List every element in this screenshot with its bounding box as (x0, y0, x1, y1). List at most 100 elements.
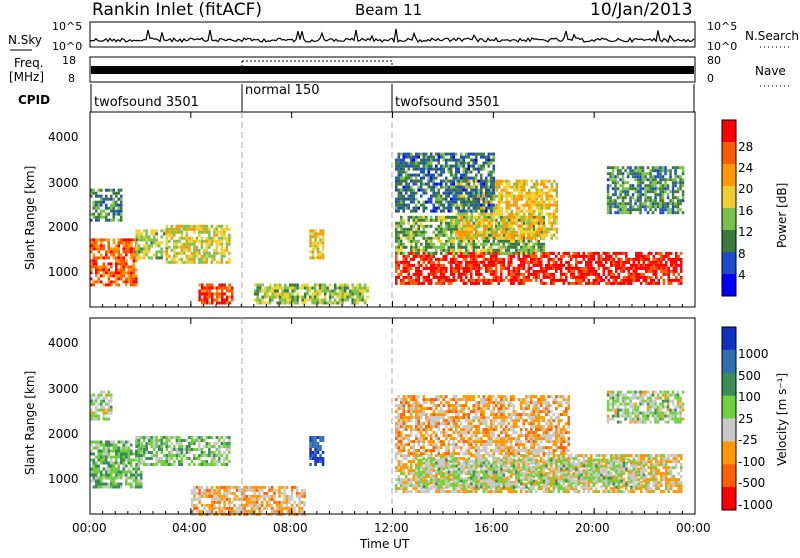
heatmap-cell (500, 245, 503, 249)
heatmap-cell (405, 185, 408, 189)
heatmap-cell (157, 241, 161, 245)
heatmap-cell (198, 497, 201, 501)
heatmap-cell (674, 202, 677, 206)
heatmap-cell (100, 399, 103, 403)
heatmap-cell (155, 229, 158, 233)
heatmap-cell (132, 274, 135, 278)
heatmap-cell (319, 241, 322, 245)
heatmap-cell (250, 506, 254, 510)
heatmap-cell (397, 179, 400, 183)
heatmap-cell (395, 197, 398, 201)
heatmap-cell (482, 263, 485, 267)
power-colorbar-label: Power [dB] (775, 183, 789, 248)
heatmap-cell (190, 503, 194, 507)
heatmap-cell (397, 182, 400, 186)
heatmap-cell (295, 494, 299, 498)
heatmap-cell (437, 158, 440, 162)
heatmap-cell (100, 402, 103, 406)
heatmap-cell (188, 245, 191, 249)
heatmap-cell (528, 194, 531, 198)
heatmap-cell (612, 278, 615, 282)
heatmap-cell (100, 238, 103, 242)
heatmap-cell (420, 188, 423, 192)
heatmap-cell (125, 241, 128, 245)
heatmap-cell (636, 187, 640, 191)
heatmap-cell (115, 461, 118, 465)
heatmap-cell (611, 205, 615, 209)
heatmap-cell (485, 191, 488, 195)
heatmap-cell (137, 467, 140, 471)
heatmap-cell (112, 449, 115, 453)
heatmap-cell (147, 238, 151, 242)
heatmap-cell (125, 244, 128, 248)
heatmap-cell (450, 248, 453, 252)
heatmap-cell (193, 230, 196, 234)
heatmap-cell (180, 230, 184, 234)
heatmap-cell (512, 281, 515, 285)
heatmap-cell (467, 254, 470, 258)
heatmap-cell (532, 263, 535, 267)
heatmap-cell (260, 488, 264, 492)
heatmap-cell (278, 295, 282, 299)
heatmap-cell (132, 271, 135, 275)
heatmap-cell (547, 260, 550, 264)
heatmap-cell (465, 251, 468, 255)
heatmap-cell (470, 197, 473, 201)
heatmap-cell (490, 161, 493, 165)
heatmap-cell (520, 278, 523, 282)
heatmap-cell (676, 211, 680, 215)
heatmap-cell (661, 175, 665, 179)
heatmap-cell (470, 164, 473, 168)
heatmap-cell (95, 470, 98, 474)
heatmap-cell (547, 272, 550, 276)
heatmap-cell (190, 436, 194, 439)
heatmap-cell (213, 292, 216, 296)
heatmap-cell (520, 248, 523, 252)
heatmap-cell (95, 485, 98, 489)
heatmap-cell (316, 244, 320, 248)
heatmap-cell (97, 212, 100, 216)
heatmap-cell (477, 179, 480, 183)
heatmap-cell (132, 467, 135, 471)
heatmap-cell (522, 239, 525, 243)
heatmap-cell (553, 218, 556, 222)
heatmap-cell (213, 451, 216, 454)
heatmap-cell (180, 260, 184, 264)
heatmap-cell (422, 176, 425, 180)
heatmap-cell (671, 205, 675, 209)
heatmap-cell (220, 485, 224, 489)
heatmap-cell (410, 179, 413, 183)
heatmap-cell (606, 193, 610, 197)
heatmap-cell (253, 497, 256, 501)
heatmap-cell (288, 298, 292, 302)
heatmap-cell (341, 286, 344, 290)
heatmap-cell (465, 269, 468, 273)
heatmap-cell (250, 500, 254, 504)
heatmap-cell (452, 188, 455, 192)
heatmap-cell (455, 263, 458, 267)
heatmap-cell (293, 509, 296, 513)
heatmap-cell (452, 230, 455, 234)
heatmap-cell (641, 193, 645, 197)
heatmap-cell (122, 271, 125, 275)
heatmap-cell (606, 172, 610, 176)
heatmap-cell (92, 452, 95, 456)
heatmap-cell (425, 236, 428, 240)
heatmap-cell (630, 275, 633, 279)
heatmap-cell (675, 266, 678, 270)
heatmap-cell (609, 199, 612, 203)
heatmap-cell (110, 253, 113, 257)
heatmap-cell (572, 254, 575, 258)
heatmap-cell (110, 458, 113, 462)
heatmap-cell (440, 179, 443, 183)
heatmap-cell (90, 262, 93, 266)
power-ytick-4000: 4000 (48, 130, 79, 144)
heatmap-cell (173, 257, 176, 261)
heatmap-cell (440, 248, 443, 252)
heatmap-cell (260, 485, 264, 489)
heatmap-cell (492, 158, 495, 162)
heatmap-cell (112, 197, 115, 201)
heatmap-cell (415, 206, 418, 210)
heatmap-cell (465, 254, 468, 258)
heatmap-cell (142, 244, 146, 248)
